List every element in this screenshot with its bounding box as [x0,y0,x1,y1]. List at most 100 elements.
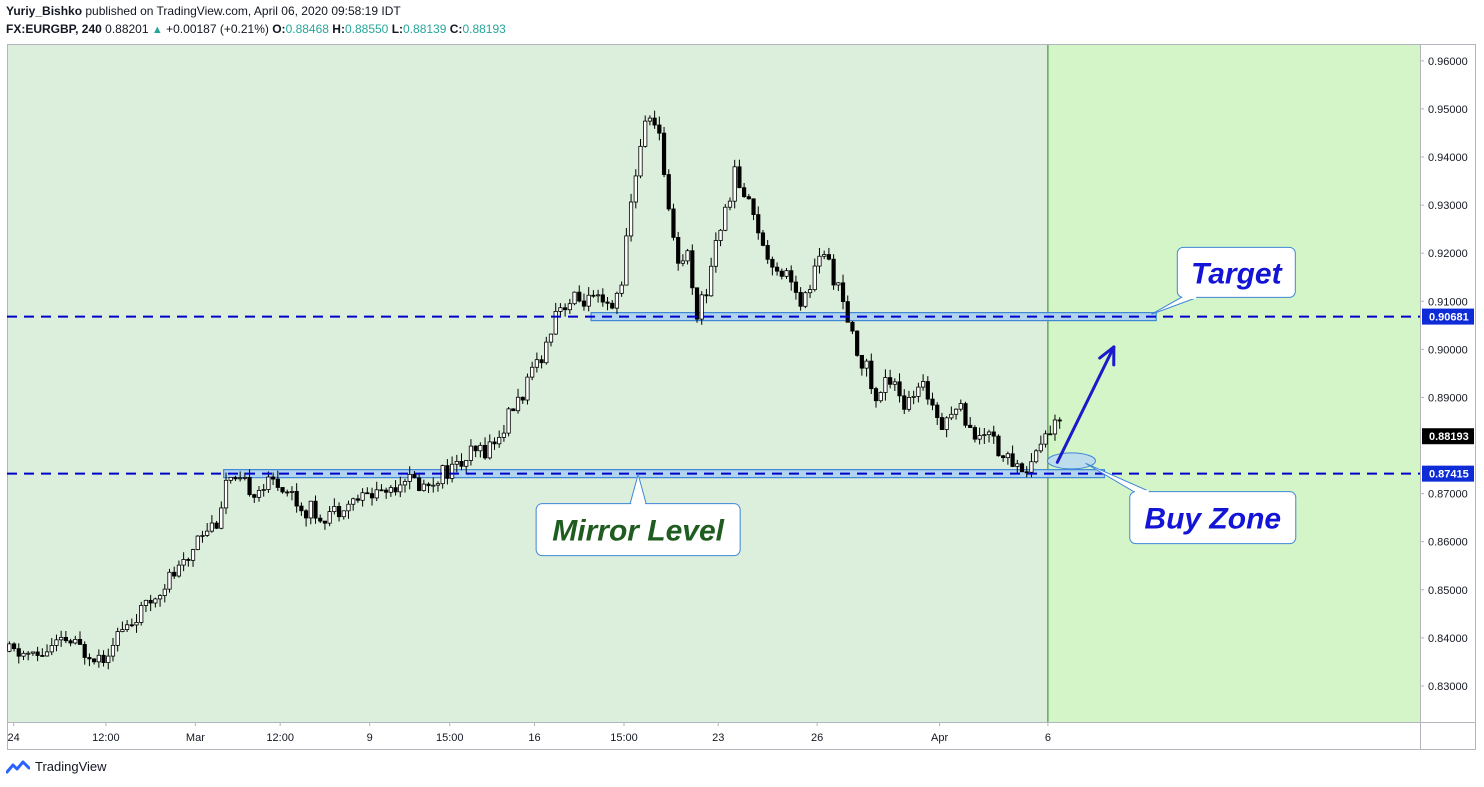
candle-body [888,377,893,385]
candle-body [445,465,450,479]
candle-body [332,506,337,513]
candle-body [515,396,521,412]
candle-body [638,145,643,177]
candle-body [176,564,182,577]
y-tick-label: 0.89000 [1428,392,1468,404]
candle-body [351,498,356,505]
candle-body [492,441,497,445]
candle-body [864,360,869,369]
candle-body [1029,461,1034,473]
mirror-price-label: 0.87415 [1429,469,1469,481]
candle-body [784,270,789,277]
candle-body [558,307,563,312]
candle-body [628,201,634,237]
candle-body [369,493,375,499]
candle-body [982,434,987,437]
candle-body [341,510,346,518]
candle-body [539,359,544,364]
candle-body [737,166,742,189]
candle-body [162,588,167,596]
candle-body [266,476,271,490]
candle-body [817,255,822,267]
candle-body [671,208,676,238]
candle-body [633,175,638,203]
candle-body [855,330,860,356]
candle-body [412,473,417,479]
candle-body [426,483,431,487]
candle-body [563,307,568,311]
y-tick-label: 0.86000 [1428,537,1468,549]
candle-body [148,599,153,604]
candle-body [303,510,309,519]
candle-body [774,266,780,272]
candle-body [181,559,186,566]
candle-body [925,381,930,400]
candle-body [285,491,290,494]
candle-body [219,507,224,529]
candle-body [958,403,963,410]
symbol-label[interactable]: FX:EURGBP, 240 [6,22,102,36]
candle-body [553,311,558,335]
candle-body [690,250,695,289]
candle-body [727,200,733,208]
candle-body [35,651,40,656]
candle-body [1019,463,1025,473]
candle-body [96,654,101,663]
candle-body [845,301,850,323]
candle-body [435,483,441,486]
x-tick-label: Mar [186,732,205,744]
x-tick-label: 15:00 [610,732,638,744]
candle-body [596,294,601,297]
candle-body [742,187,747,198]
candle-body [878,392,883,402]
candle-body [11,643,17,650]
tradingview-brand[interactable]: TradingView [6,759,107,774]
candle-body [873,388,879,402]
candle-body [986,431,992,436]
candle-body [289,491,295,493]
candle-body [200,535,205,537]
candle-body [388,487,393,493]
candle-body [586,294,591,307]
candle-body [360,492,365,501]
y-tick-label: 0.93000 [1428,200,1468,212]
candle-body [610,302,615,309]
x-tick-label: 12:00 [92,732,120,744]
candle-body [205,530,210,536]
candle-body [402,481,408,486]
candle-body [732,166,737,202]
candle-body [591,294,596,297]
candle-body [949,413,954,419]
candle-body [789,270,794,283]
candle-body [92,658,97,663]
candle-body [374,489,379,499]
low-label: L: [391,22,404,36]
candle-body [110,644,116,657]
candle-body [449,463,455,479]
candle-body [139,605,144,623]
candle-body [916,386,921,397]
x-tick-label: 24 [7,732,19,744]
candle-body [186,559,191,561]
x-tick-label: 9 [367,732,373,744]
buy-zone-callout-box [1129,491,1297,545]
candle-body [807,289,813,294]
x-tick-label: 26 [811,732,823,744]
candle-body [157,595,163,600]
y-tick-label: 0.90000 [1428,344,1468,356]
ohlc-legend: FX:EURGBP, 240 0.88201 ▲ +0.00187 (+0.21… [6,22,506,36]
candle-body [760,232,766,246]
mirror-price-tag [1422,465,1474,482]
candle-body [120,629,125,632]
author-name[interactable]: Yuriy_Bishko [6,4,83,18]
candle-body [850,321,855,332]
candle-body [1005,453,1010,459]
candle-body [822,254,827,257]
candle-body [869,360,874,390]
x-tick-label: 23 [712,732,724,744]
candle-body [327,511,332,524]
candle-body [935,404,940,418]
y-tick-label: 0.85000 [1428,585,1468,597]
candle-body [798,292,803,307]
